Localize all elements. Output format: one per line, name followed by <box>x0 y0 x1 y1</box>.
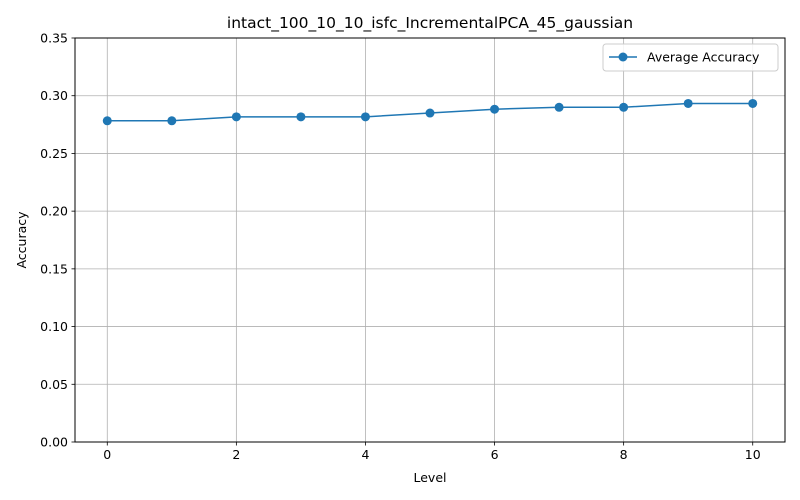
data-point <box>554 102 564 112</box>
legend-marker-sample <box>618 52 628 62</box>
data-point <box>231 112 241 122</box>
y-tick-label: 0.20 <box>40 204 68 219</box>
y-tick-label: 0.25 <box>40 146 68 161</box>
y-tick-label: 0.15 <box>40 261 68 276</box>
x-tick-label: 8 <box>620 447 628 462</box>
x-tick-label: 6 <box>491 447 499 462</box>
plot-area <box>102 98 758 126</box>
axes-frame <box>74 37 786 443</box>
y-axis-label: Accuracy <box>14 211 29 269</box>
data-point <box>360 112 370 122</box>
data-point <box>167 116 177 126</box>
data-point <box>619 102 629 112</box>
y-tick-label: 0.00 <box>40 435 68 450</box>
legend: Average Accuracy <box>602 43 779 72</box>
y-tick-label: 0.05 <box>40 377 68 392</box>
data-point <box>748 98 758 108</box>
y-tick-label: 0.35 <box>40 31 68 46</box>
chart-title: intact_100_10_10_isfc_IncrementalPCA_45_… <box>227 14 633 33</box>
data-point <box>683 98 693 108</box>
data-point <box>296 112 306 122</box>
x-tick-label: 2 <box>232 447 240 462</box>
x-axis-label: Level <box>414 470 447 485</box>
x-tick-label: 0 <box>103 447 111 462</box>
y-tick-label: 0.30 <box>40 88 68 103</box>
data-point <box>102 116 112 126</box>
y-tick-label: 0.10 <box>40 319 68 334</box>
legend-entry-average-accuracy: Average Accuracy <box>647 50 760 65</box>
axis-ticks: 0 2 4 6 8 10 0.00 0.05 0.10 0.15 0.20 0.25 0.30 0.35 <box>40 31 761 463</box>
x-tick-label: 10 <box>745 447 761 462</box>
data-point <box>490 104 500 114</box>
x-tick-label: 4 <box>361 447 369 462</box>
data-point <box>425 108 435 118</box>
legend-box <box>602 43 779 72</box>
